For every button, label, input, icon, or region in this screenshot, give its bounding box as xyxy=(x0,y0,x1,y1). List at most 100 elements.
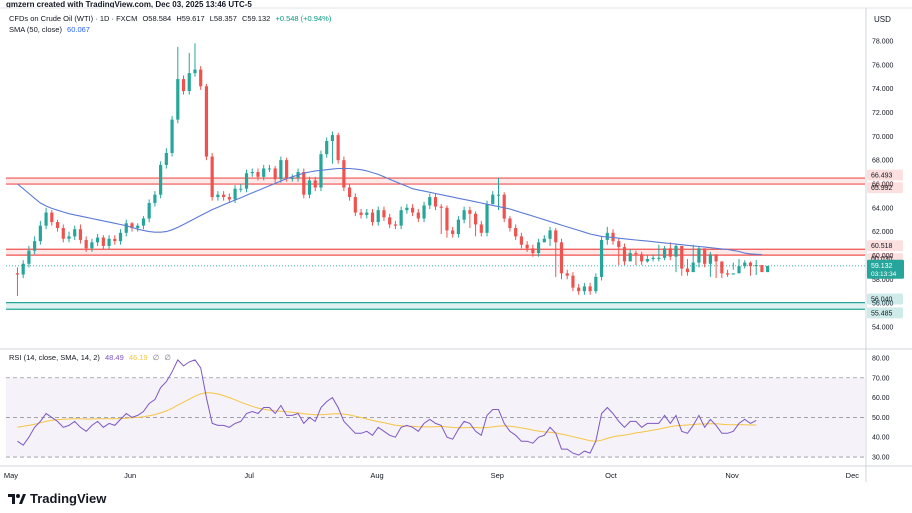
candle-body[interactable] xyxy=(674,245,678,257)
last-price-badge[interactable] xyxy=(867,259,904,279)
candle-body[interactable] xyxy=(502,194,506,219)
candle-body[interactable] xyxy=(365,212,369,215)
candle-body[interactable] xyxy=(170,119,174,153)
candle-body[interactable] xyxy=(176,79,180,120)
candle-body[interactable] xyxy=(353,197,357,213)
candle-body[interactable] xyxy=(725,273,730,275)
candle-body[interactable] xyxy=(536,242,541,254)
candle-body[interactable] xyxy=(21,263,25,275)
candle-body[interactable] xyxy=(193,69,197,74)
candle-body[interactable] xyxy=(15,273,20,275)
candle-body[interactable] xyxy=(622,247,627,262)
candle-body[interactable] xyxy=(290,178,294,179)
candle-body[interactable] xyxy=(691,262,695,273)
sma-line[interactable] xyxy=(17,167,762,256)
candle-body[interactable] xyxy=(159,164,163,195)
candle-body[interactable] xyxy=(594,276,598,292)
candle-body[interactable] xyxy=(233,188,237,200)
candle-body[interactable] xyxy=(588,286,592,292)
candle-body[interactable] xyxy=(285,160,289,178)
candle-body[interactable] xyxy=(113,238,117,242)
candle-body[interactable] xyxy=(342,160,346,188)
candle-body[interactable] xyxy=(416,212,420,219)
candle-body[interactable] xyxy=(267,168,272,170)
candle-body[interactable] xyxy=(382,210,386,218)
candle-body[interactable] xyxy=(348,187,352,198)
candle-body[interactable] xyxy=(582,286,586,292)
candle-body[interactable] xyxy=(204,86,209,157)
candle-body[interactable] xyxy=(685,268,690,273)
candle-body[interactable] xyxy=(514,228,518,237)
candle-body[interactable] xyxy=(468,210,472,214)
candle-body[interactable] xyxy=(67,236,71,239)
candle-body[interactable] xyxy=(714,254,718,262)
candle-body[interactable] xyxy=(410,207,415,213)
candle-body[interactable] xyxy=(605,232,609,240)
candle-body[interactable] xyxy=(479,224,483,233)
candle-body[interactable] xyxy=(651,257,655,260)
candle-body[interactable] xyxy=(456,219,461,234)
candle-body[interactable] xyxy=(330,135,335,142)
candle-body[interactable] xyxy=(222,194,226,198)
candle-body[interactable] xyxy=(38,225,42,242)
candle-body[interactable] xyxy=(118,232,123,242)
candle-body[interactable] xyxy=(84,239,88,249)
candle-body[interactable] xyxy=(577,287,581,292)
candle-body[interactable] xyxy=(50,212,54,223)
candle-body[interactable] xyxy=(628,253,632,262)
candle-body[interactable] xyxy=(393,224,398,226)
candle-body[interactable] xyxy=(697,248,701,263)
candle-body[interactable] xyxy=(473,213,478,225)
rsi-label[interactable]: RSI (14, close, SMA, 14, 2) xyxy=(9,353,100,362)
candle-body[interactable] xyxy=(262,168,266,177)
candle-body[interactable] xyxy=(634,253,638,255)
candle-body[interactable] xyxy=(78,229,83,240)
candle-body[interactable] xyxy=(244,173,249,189)
symbol-title[interactable]: CFDs on Crude Oil (WTI) · 1D · FXCM xyxy=(9,14,138,23)
candle-body[interactable] xyxy=(743,262,747,267)
candle-body[interactable] xyxy=(141,218,146,226)
candle-body[interactable] xyxy=(90,242,94,249)
candle-body[interactable] xyxy=(548,230,552,239)
candle-body[interactable] xyxy=(239,188,243,190)
candle-body[interactable] xyxy=(399,210,403,226)
sma-label[interactable]: SMA (50, close) xyxy=(9,25,62,34)
candle-body[interactable] xyxy=(525,244,529,249)
candle-body[interactable] xyxy=(250,172,254,174)
candle-body[interactable] xyxy=(33,241,37,251)
candle-body[interactable] xyxy=(55,222,60,229)
candle-body[interactable] xyxy=(325,141,329,155)
candle-body[interactable] xyxy=(565,273,569,276)
candle-body[interactable] xyxy=(462,210,466,220)
candle-body[interactable] xyxy=(153,194,157,204)
candle-body[interactable] xyxy=(187,73,191,92)
candle-body[interactable] xyxy=(27,250,31,264)
candle-body[interactable] xyxy=(611,232,615,242)
candle-body[interactable] xyxy=(571,275,575,288)
candle-body[interactable] xyxy=(708,254,712,264)
candle-body[interactable] xyxy=(428,197,432,206)
candle-body[interactable] xyxy=(336,135,340,161)
candle-body[interactable] xyxy=(388,217,392,225)
candle-body[interactable] xyxy=(124,223,128,233)
tradingview-brand[interactable]: TradingView xyxy=(8,491,106,506)
candle-body[interactable] xyxy=(302,172,306,195)
candle-body[interactable] xyxy=(130,223,134,229)
candle-body[interactable] xyxy=(496,194,501,196)
candle-body[interactable] xyxy=(754,264,758,267)
candle-body[interactable] xyxy=(559,242,564,274)
candle-body[interactable] xyxy=(199,69,203,87)
candle-body[interactable] xyxy=(439,206,443,208)
candle-body[interactable] xyxy=(680,245,684,269)
candle-body[interactable] xyxy=(136,225,140,229)
candle-body[interactable] xyxy=(662,248,667,258)
candle-body[interactable] xyxy=(73,229,77,237)
candle-body[interactable] xyxy=(519,236,523,245)
candle-body[interactable] xyxy=(359,212,363,215)
candle-body[interactable] xyxy=(433,197,438,207)
candle-body[interactable] xyxy=(405,207,409,211)
candle-body[interactable] xyxy=(599,239,604,277)
candle-body[interactable] xyxy=(376,210,380,223)
candle-body[interactable] xyxy=(640,254,644,262)
